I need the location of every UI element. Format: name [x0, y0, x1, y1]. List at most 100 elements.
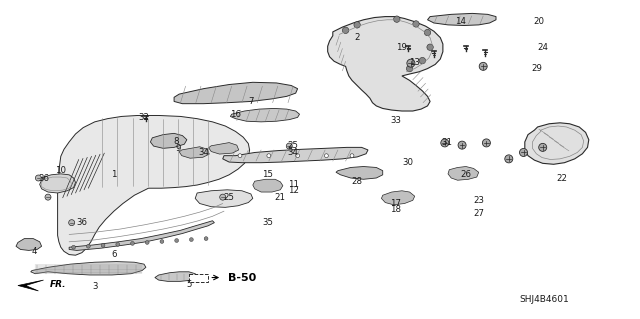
Circle shape	[354, 22, 360, 28]
Polygon shape	[31, 262, 146, 275]
Circle shape	[407, 59, 415, 67]
Circle shape	[419, 57, 426, 64]
Text: 15: 15	[262, 170, 273, 179]
Circle shape	[413, 21, 419, 27]
Polygon shape	[223, 147, 368, 163]
Text: 17: 17	[390, 199, 401, 208]
Circle shape	[101, 243, 105, 247]
Circle shape	[505, 155, 513, 163]
Text: 5: 5	[186, 280, 191, 289]
Circle shape	[427, 44, 433, 50]
Circle shape	[286, 143, 292, 149]
Circle shape	[189, 238, 193, 241]
Text: 36: 36	[38, 174, 49, 182]
Circle shape	[520, 148, 527, 157]
Text: 23: 23	[473, 196, 484, 205]
Text: 16: 16	[230, 110, 241, 119]
Polygon shape	[174, 82, 298, 104]
Circle shape	[406, 65, 413, 72]
Polygon shape	[179, 147, 209, 158]
Text: 26: 26	[460, 170, 472, 179]
Circle shape	[238, 154, 242, 158]
Circle shape	[68, 220, 75, 226]
Text: 25: 25	[223, 193, 235, 202]
Circle shape	[479, 62, 487, 70]
Polygon shape	[525, 123, 589, 164]
Text: 21: 21	[275, 193, 286, 202]
Text: 24: 24	[537, 43, 548, 52]
Circle shape	[145, 241, 149, 244]
Text: 7: 7	[248, 97, 253, 106]
Polygon shape	[155, 272, 197, 281]
Polygon shape	[58, 115, 250, 255]
Circle shape	[324, 154, 328, 158]
Bar	[189, 273, 208, 281]
Polygon shape	[18, 280, 44, 291]
Text: 2: 2	[355, 33, 360, 42]
Text: B-50: B-50	[228, 272, 257, 283]
Circle shape	[539, 143, 547, 152]
Text: 6: 6	[111, 250, 116, 259]
Circle shape	[116, 242, 120, 246]
Polygon shape	[336, 167, 383, 179]
Circle shape	[45, 194, 51, 200]
Polygon shape	[209, 143, 239, 154]
Circle shape	[342, 27, 349, 33]
Polygon shape	[150, 133, 187, 148]
Text: 32: 32	[138, 113, 150, 122]
Text: 34: 34	[198, 148, 209, 157]
Circle shape	[267, 154, 271, 158]
Text: 11: 11	[287, 180, 299, 189]
Circle shape	[160, 240, 164, 243]
Circle shape	[35, 175, 42, 181]
Text: 12: 12	[287, 186, 299, 195]
Text: SHJ4B4601: SHJ4B4601	[519, 295, 569, 304]
Text: 9: 9	[175, 144, 180, 153]
Polygon shape	[328, 17, 443, 111]
Text: 25: 25	[287, 141, 299, 150]
Text: 28: 28	[351, 177, 363, 186]
Text: 4: 4	[31, 247, 36, 256]
Polygon shape	[195, 190, 253, 207]
Text: 19: 19	[397, 43, 407, 52]
Polygon shape	[69, 221, 214, 250]
Circle shape	[131, 241, 134, 245]
Polygon shape	[230, 108, 300, 122]
Circle shape	[220, 194, 226, 200]
Circle shape	[350, 154, 354, 158]
Text: 18: 18	[390, 205, 401, 214]
Circle shape	[424, 29, 431, 36]
Polygon shape	[16, 239, 42, 250]
Polygon shape	[381, 191, 415, 205]
Polygon shape	[40, 174, 76, 193]
Text: 13: 13	[409, 58, 420, 67]
Circle shape	[458, 141, 466, 149]
Text: 10: 10	[55, 166, 67, 175]
Circle shape	[175, 239, 179, 242]
Polygon shape	[448, 167, 479, 180]
Text: 31: 31	[441, 138, 452, 147]
Circle shape	[296, 154, 300, 158]
Text: FR.: FR.	[50, 280, 67, 289]
Circle shape	[72, 245, 76, 249]
Polygon shape	[253, 179, 283, 192]
Text: 30: 30	[403, 158, 414, 167]
Text: 8: 8	[173, 137, 179, 146]
Circle shape	[483, 139, 490, 147]
Text: 1: 1	[111, 170, 116, 179]
Text: 3: 3	[92, 282, 97, 291]
Circle shape	[204, 237, 208, 241]
Text: 29: 29	[531, 64, 541, 73]
Text: 27: 27	[473, 209, 484, 218]
Text: 35: 35	[262, 218, 273, 227]
Text: 33: 33	[390, 116, 401, 125]
Text: 14: 14	[455, 17, 467, 26]
Text: 36: 36	[76, 218, 88, 227]
Circle shape	[86, 244, 90, 248]
Circle shape	[394, 16, 400, 22]
Text: 34: 34	[287, 148, 299, 157]
Text: 20: 20	[533, 17, 545, 26]
Text: 22: 22	[556, 174, 568, 182]
Circle shape	[441, 139, 449, 147]
Polygon shape	[428, 13, 496, 26]
